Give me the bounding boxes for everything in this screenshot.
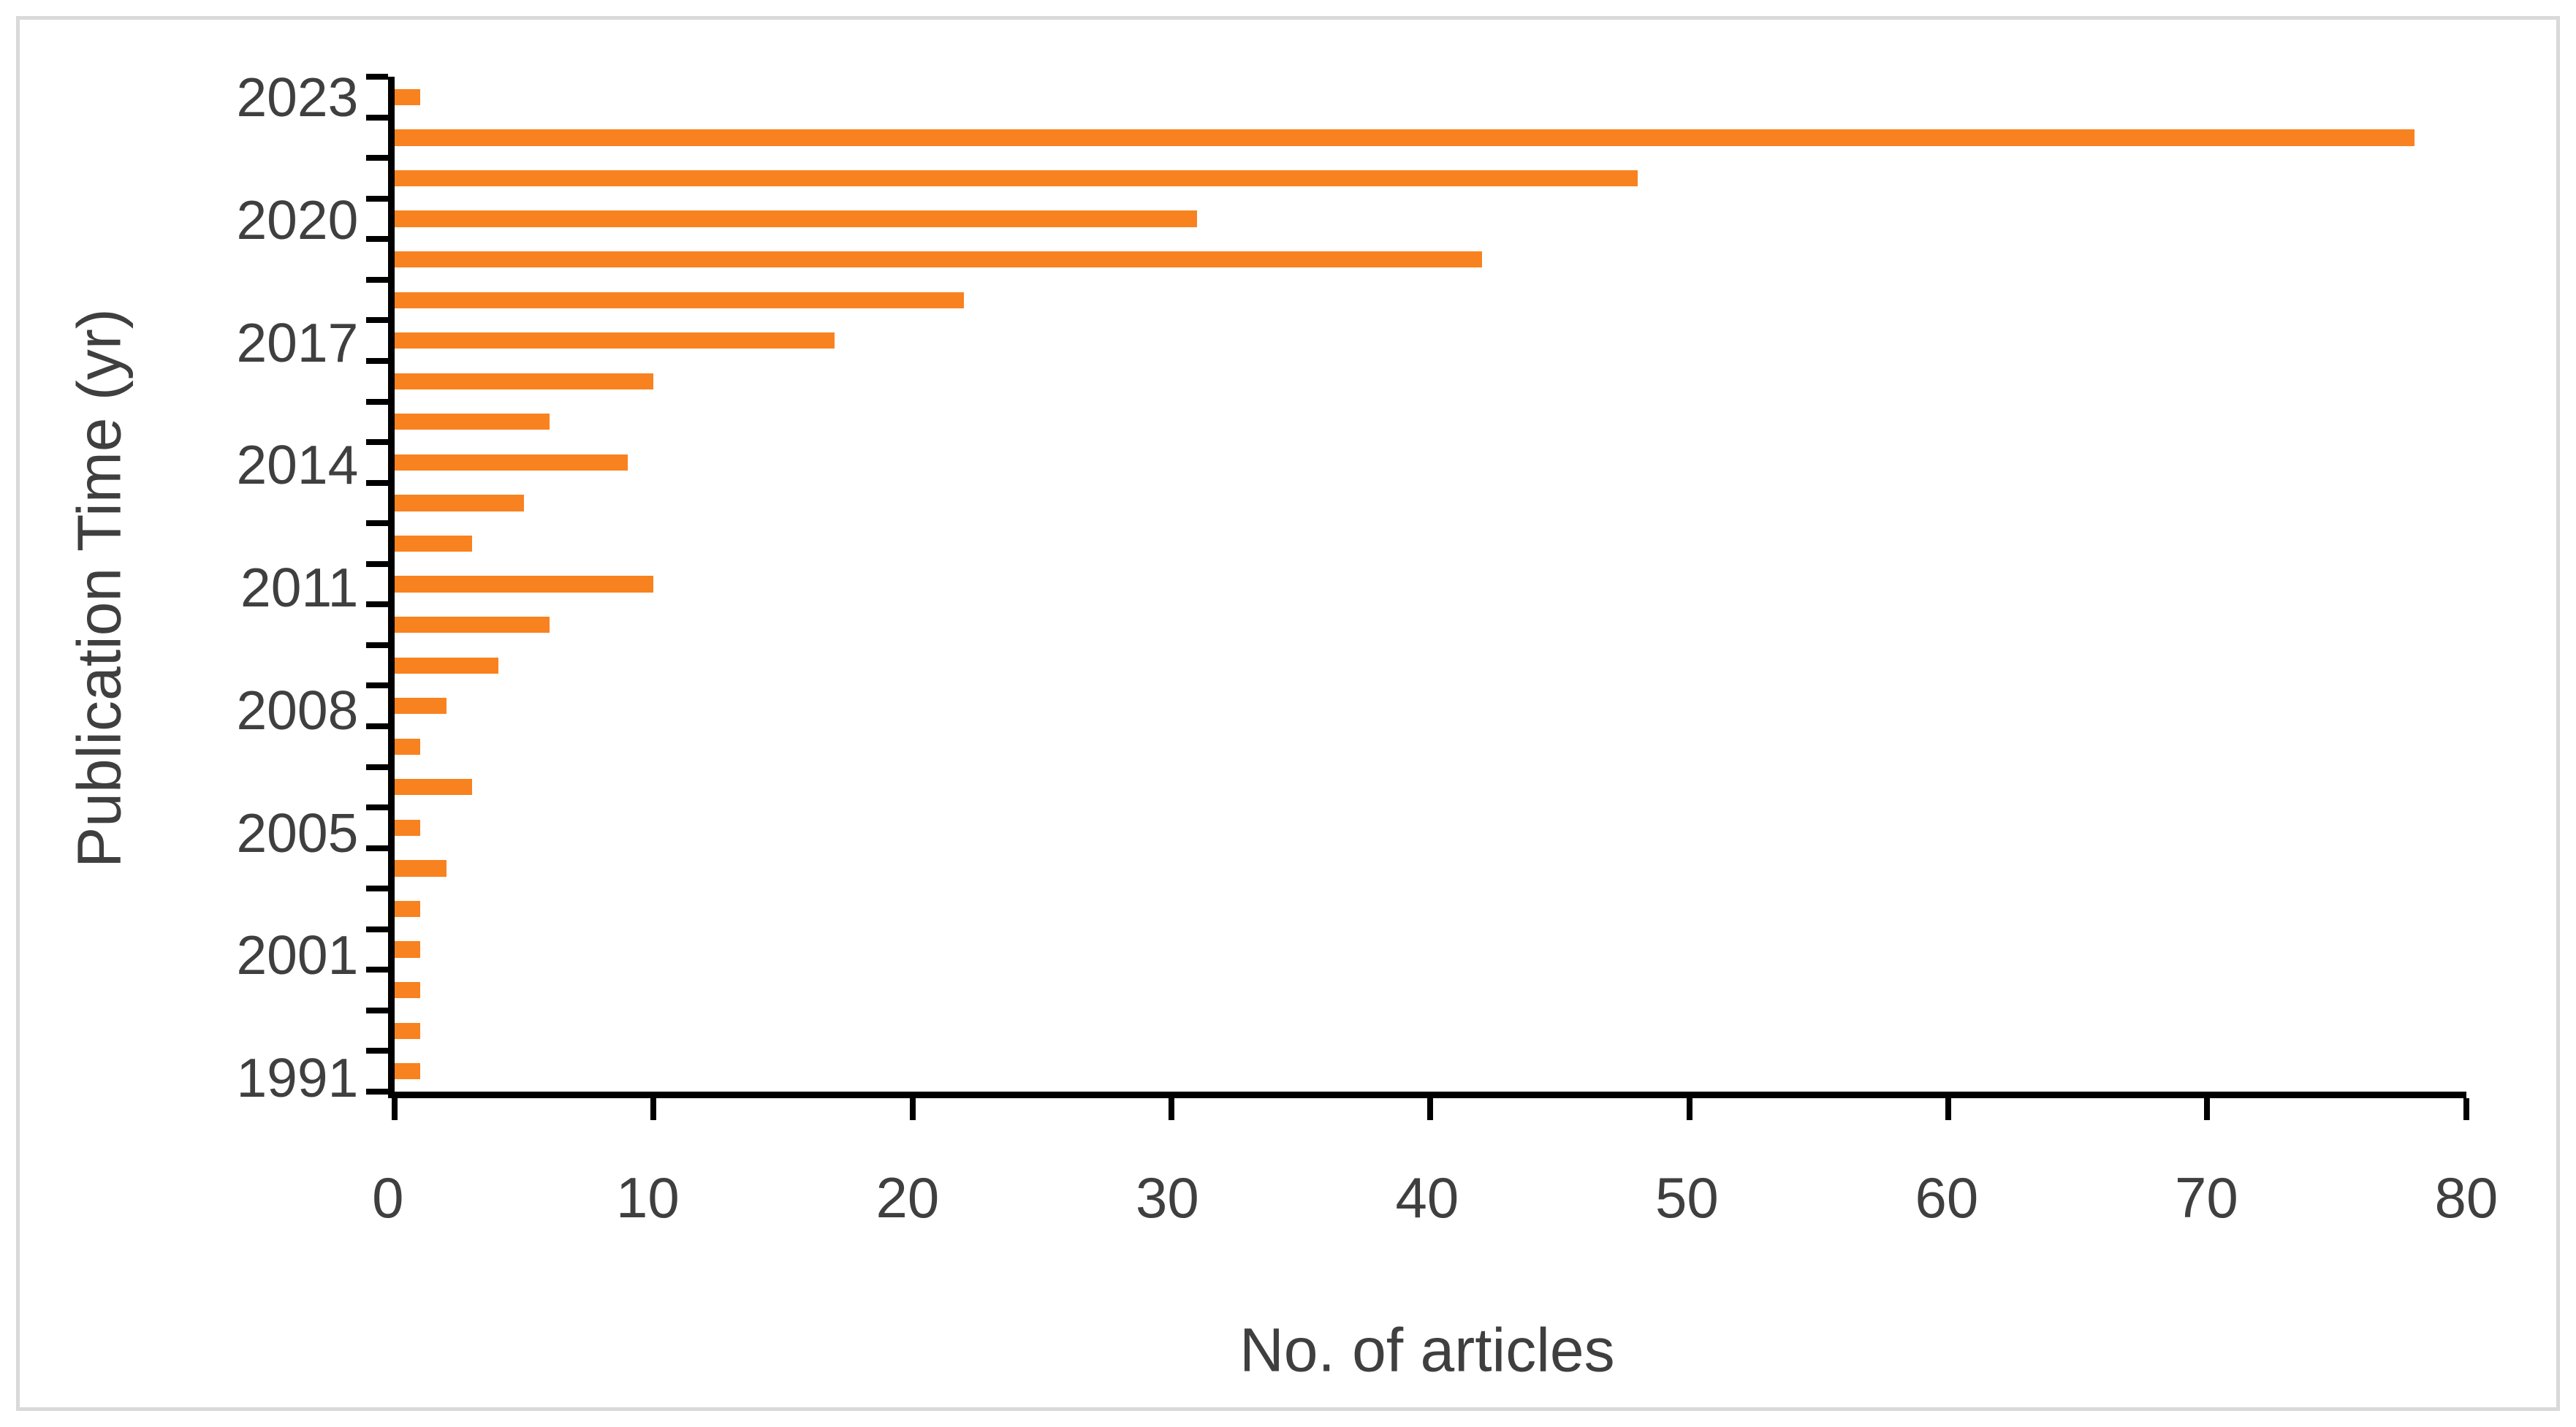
x-tick-label-30: 30	[1135, 1165, 1199, 1230]
plot-area	[365, 74, 2469, 1121]
y-axis-tick	[365, 804, 388, 811]
bar-2020	[394, 210, 1198, 227]
y-axis-tick	[365, 764, 388, 770]
y-tick-label-2005: 2005	[236, 802, 359, 864]
bar-row-24	[394, 1022, 421, 1039]
bar-row-9	[394, 414, 550, 430]
y-tick-label-2008: 2008	[236, 679, 359, 741]
bar-row-11	[394, 495, 525, 511]
x-axis-tick	[391, 1098, 398, 1121]
bar-row-2	[394, 129, 2414, 146]
y-axis-tick	[365, 560, 388, 567]
x-axis-tick	[1686, 1098, 1692, 1121]
x-axis-tick	[2204, 1098, 2211, 1121]
y-tick-label-2017: 2017	[236, 311, 359, 373]
x-tick-label-0: 0	[372, 1165, 404, 1230]
bar-row-14	[394, 616, 550, 633]
y-tick-label-2014: 2014	[236, 434, 359, 496]
x-axis-tick	[650, 1098, 657, 1121]
y-axis-tick	[365, 317, 388, 324]
y-axis-tick	[365, 642, 388, 648]
y-tick-label-2001: 2001	[236, 924, 359, 986]
bar-row-5	[394, 251, 1483, 268]
bar-2014	[394, 454, 628, 471]
x-tick-label-10: 10	[615, 1165, 680, 1230]
bar-2005	[394, 819, 421, 836]
x-axis-tick	[1945, 1098, 1952, 1121]
bar-2017	[394, 332, 835, 349]
x-tick-label-60: 60	[1915, 1165, 1979, 1230]
y-tick-label-2023: 2023	[236, 66, 359, 129]
x-tick-label-40: 40	[1395, 1165, 1459, 1230]
y-tick-label-2011: 2011	[240, 557, 359, 619]
y-axis-tick	[365, 439, 388, 446]
x-axis-title: No. of articles	[1239, 1315, 1615, 1385]
bar-1991	[394, 1063, 421, 1080]
bar-2023	[394, 88, 421, 105]
y-axis-tick	[365, 601, 388, 608]
y-tick-label-2020: 2020	[236, 189, 359, 251]
y-axis-tick	[365, 357, 388, 364]
bar-row-23	[394, 982, 421, 999]
x-tick-label-70: 70	[2174, 1165, 2238, 1230]
y-axis-title: Publication Time (yr)	[64, 308, 134, 868]
y-axis-tick	[365, 155, 388, 161]
y-axis-tick	[365, 1048, 388, 1054]
y-axis-tick	[365, 479, 388, 486]
x-tick-label-80: 80	[2434, 1165, 2499, 1230]
y-axis-tick	[365, 520, 388, 527]
y-axis-tick	[365, 398, 388, 405]
y-axis-tick	[365, 682, 388, 689]
x-axis-tick	[1168, 1098, 1174, 1121]
x-axis-tick	[909, 1098, 916, 1121]
bar-row-21	[394, 900, 421, 918]
y-axis-tick	[365, 1007, 388, 1013]
bar-row-17	[394, 738, 421, 755]
y-axis-tick	[365, 845, 388, 851]
y-axis-tick	[365, 723, 388, 729]
y-axis-tick	[365, 236, 388, 243]
y-axis-tick	[365, 276, 388, 283]
x-axis-tick	[2463, 1098, 2469, 1121]
bar-row-6	[394, 292, 965, 308]
y-axis-tick	[365, 926, 388, 932]
x-axis-tick	[1427, 1098, 1434, 1121]
x-tick-label-50: 50	[1654, 1165, 1719, 1230]
y-axis-tick	[365, 1089, 388, 1095]
bar-2001	[394, 941, 421, 958]
bar-row-12	[394, 535, 473, 552]
bar-2008	[394, 698, 447, 715]
y-axis-tick	[365, 967, 388, 973]
y-axis-tick	[365, 886, 388, 892]
bar-row-3	[394, 170, 1638, 187]
bar-row-20	[394, 860, 447, 877]
y-tick-label-1991: 1991	[236, 1047, 359, 1109]
y-axis-tick	[365, 74, 388, 80]
bar-2011	[394, 576, 654, 593]
bar-row-15	[394, 657, 498, 674]
y-axis-tick	[365, 114, 388, 121]
y-axis-tick	[365, 195, 388, 202]
bar-row-18	[394, 779, 473, 796]
bar-row-8	[394, 373, 654, 389]
x-tick-label-20: 20	[875, 1165, 940, 1230]
